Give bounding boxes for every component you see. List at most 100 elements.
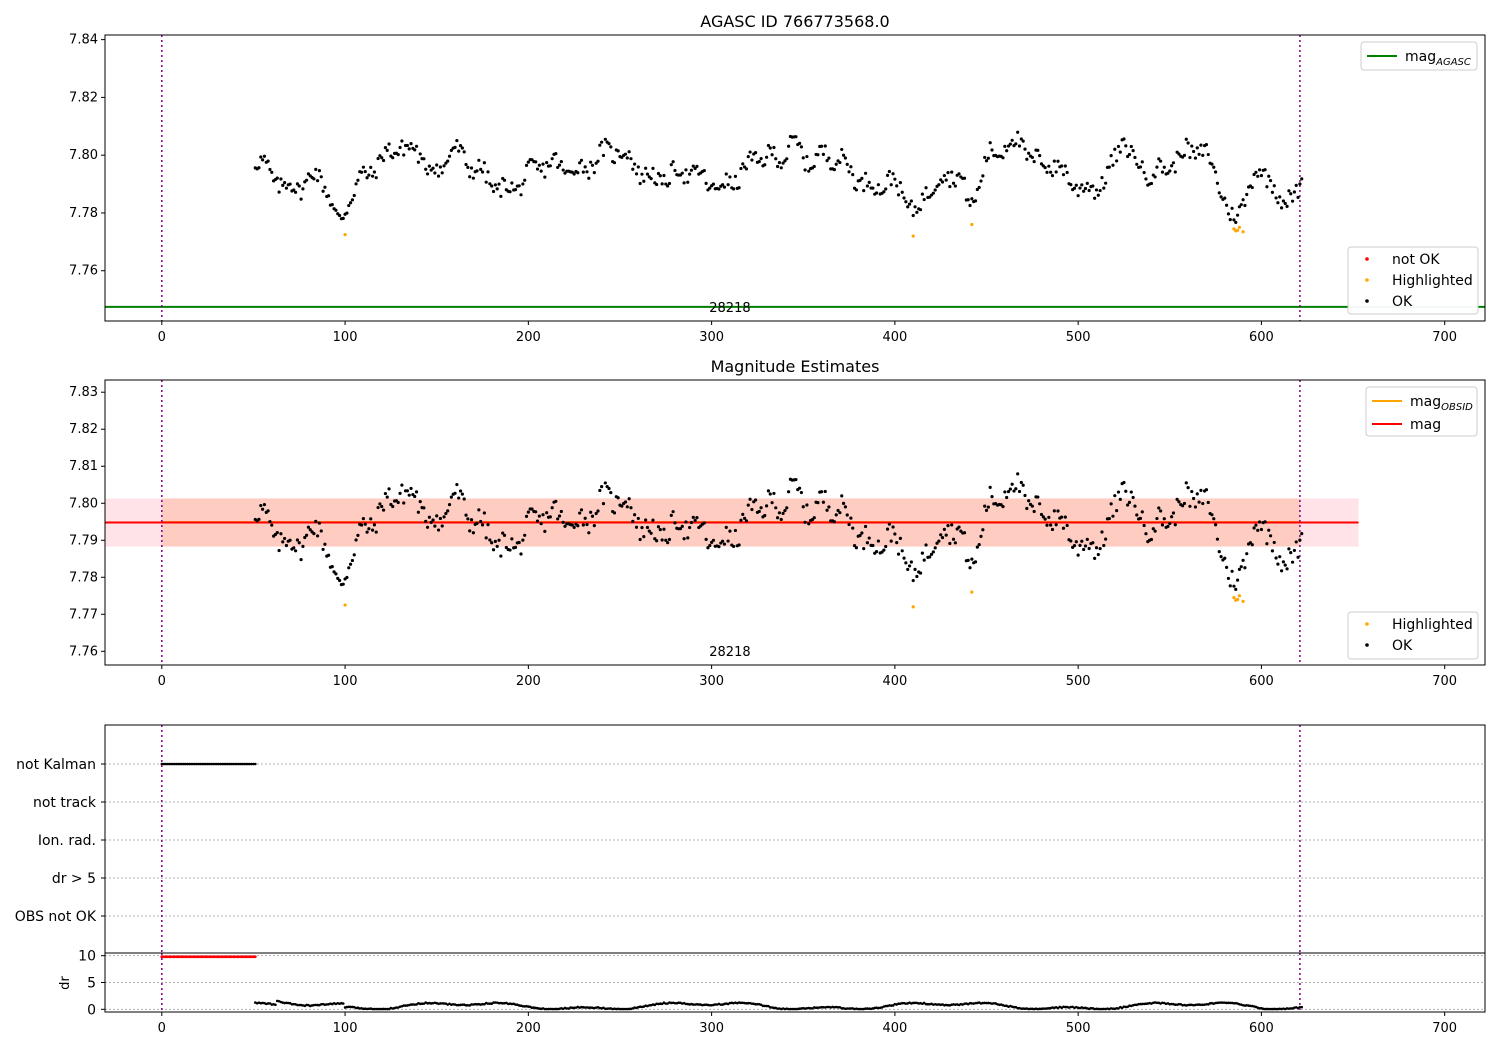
ok-point [1250,543,1254,547]
ok-point [381,508,386,512]
ok-point [1226,576,1231,581]
highlighted-point [911,234,915,238]
ok-point [807,522,811,526]
ok-point [1298,538,1302,542]
mag_OBSID-legend-subscript: OBSID [1441,402,1473,413]
ok-point [1017,144,1022,148]
ok-point [1166,524,1170,528]
ok-point [1115,509,1119,513]
ok-point [1001,505,1005,509]
ok-point [825,508,829,512]
ok-point [1142,523,1146,528]
ok-point [763,513,767,518]
ok-point [409,486,413,491]
not-kalman-point [230,762,233,766]
dr-point [297,1003,301,1007]
ok-point [689,520,694,525]
dr-point [1267,1007,1271,1011]
ok-point [1133,155,1137,160]
ok-point [257,166,261,170]
panel-magnitude-title: Magnitude Estimates [711,357,880,376]
ok-point [739,518,743,522]
not-kalman-point [169,762,173,766]
ok-point [1159,159,1163,163]
ok-point [596,159,600,163]
p2-plot-area [105,380,1359,665]
ok-point [458,144,463,148]
ok-point [704,537,708,541]
ok-point [449,495,453,499]
ok-point [744,167,749,171]
p2-ytick-label: 7.83 [69,385,98,400]
ok-point [1050,174,1055,178]
dr-point [858,1007,862,1011]
ok-point [1199,143,1203,147]
ok-point [1292,548,1297,553]
ok-point [383,146,387,150]
ok-point [363,522,367,526]
ok-point [860,531,864,535]
ok-point [480,170,485,174]
ok-point [1074,183,1078,187]
dr-point [530,1006,534,1009]
ok-point [469,518,474,522]
ok-point [933,546,937,550]
not-kalman-point [175,762,178,766]
ok-point [468,529,472,533]
ok-point [1107,516,1111,521]
highlighted-point [1232,227,1236,231]
ok-point [939,178,943,182]
dr-point [1124,1005,1128,1009]
p2-xtick-label: 300 [699,674,724,689]
ok-point [616,496,620,500]
dr-xtick-label: 600 [1249,1021,1274,1036]
p1-obsid-label: 28218 [709,301,750,316]
ok-point [554,152,558,156]
ok-point [642,535,646,539]
ok-point [832,167,837,172]
flag-label: not Kalman [16,757,96,773]
ok-point [1195,492,1199,496]
ok-point [493,183,497,187]
ok-point [321,189,325,193]
dr-point [1199,1003,1203,1007]
ok-point [1215,181,1220,185]
ok-point [898,181,902,185]
ok-point [799,145,804,149]
ok-point [627,497,631,501]
ok-point [369,165,373,169]
ok-point [519,193,523,197]
ok-point [1197,152,1201,156]
ok-point [1232,218,1236,222]
ok-point [763,163,767,167]
ok-point [1170,164,1174,168]
ok-point [766,143,771,148]
not-kalman-point [235,762,239,766]
highlighted-point [1237,594,1242,598]
ok-point [1272,540,1276,545]
ok-point [710,540,714,544]
ok-point [1268,534,1273,538]
p2-ytick-label: 7.78 [69,570,98,585]
ok-point [585,170,589,174]
flag-label: Ion. rad. [38,833,96,849]
dr-point [1272,1007,1276,1011]
ok-point [1267,528,1271,532]
ok-point [297,184,301,188]
ok-point [266,159,270,163]
ok-point [1239,565,1243,569]
ok-point [946,523,950,528]
ok-point [603,481,607,485]
ok-point [378,502,382,506]
p1-legend-lines [1360,41,1478,71]
ok-point [1241,198,1245,202]
dr-point [316,1003,319,1007]
ok-point [1171,161,1176,165]
ok-point [293,549,298,553]
ok-point [495,544,499,548]
ok-point [891,172,895,176]
ok-point [1274,556,1278,560]
ok-point [396,152,400,157]
ok-point [847,522,851,527]
dr-point [486,1002,490,1005]
